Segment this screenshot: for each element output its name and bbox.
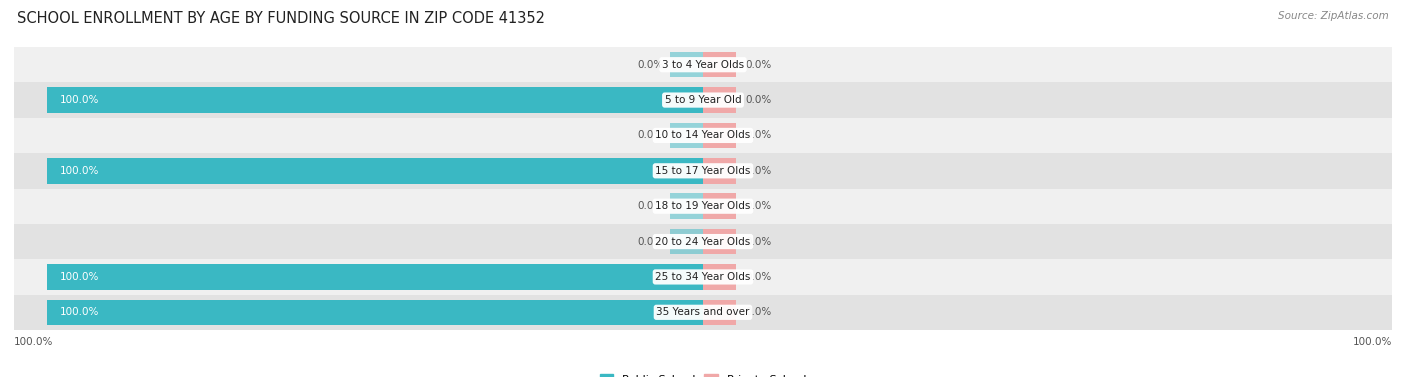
- Text: 0.0%: 0.0%: [637, 130, 664, 141]
- Text: SCHOOL ENROLLMENT BY AGE BY FUNDING SOURCE IN ZIP CODE 41352: SCHOOL ENROLLMENT BY AGE BY FUNDING SOUR…: [17, 11, 546, 26]
- Text: Source: ZipAtlas.com: Source: ZipAtlas.com: [1278, 11, 1389, 21]
- Bar: [703, 300, 735, 325]
- Bar: [703, 52, 735, 77]
- Text: 0.0%: 0.0%: [745, 236, 772, 247]
- Text: 0.0%: 0.0%: [745, 307, 772, 317]
- Text: 100.0%: 100.0%: [60, 307, 100, 317]
- Bar: [703, 87, 735, 113]
- Text: 100.0%: 100.0%: [60, 95, 100, 105]
- Text: 0.0%: 0.0%: [745, 166, 772, 176]
- Bar: [14, 188, 1392, 224]
- Text: 35 Years and over: 35 Years and over: [657, 307, 749, 317]
- Bar: [703, 158, 735, 184]
- Text: 100.0%: 100.0%: [60, 166, 100, 176]
- Text: 100.0%: 100.0%: [60, 272, 100, 282]
- Text: 10 to 14 Year Olds: 10 to 14 Year Olds: [655, 130, 751, 141]
- Bar: [671, 229, 703, 254]
- Bar: [14, 294, 1392, 330]
- Text: 0.0%: 0.0%: [637, 60, 664, 70]
- Bar: [46, 158, 703, 184]
- Bar: [14, 118, 1392, 153]
- Text: 18 to 19 Year Olds: 18 to 19 Year Olds: [655, 201, 751, 211]
- Text: 3 to 4 Year Olds: 3 to 4 Year Olds: [662, 60, 744, 70]
- Text: 15 to 17 Year Olds: 15 to 17 Year Olds: [655, 166, 751, 176]
- Bar: [46, 300, 703, 325]
- Text: 100.0%: 100.0%: [14, 337, 53, 347]
- Bar: [703, 264, 735, 290]
- Bar: [671, 52, 703, 77]
- Text: 100.0%: 100.0%: [1353, 337, 1392, 347]
- Bar: [14, 153, 1392, 188]
- Bar: [14, 259, 1392, 294]
- Bar: [14, 47, 1392, 83]
- Text: 0.0%: 0.0%: [745, 60, 772, 70]
- Bar: [46, 87, 703, 113]
- Bar: [703, 193, 735, 219]
- Bar: [671, 123, 703, 148]
- Bar: [14, 224, 1392, 259]
- Text: 0.0%: 0.0%: [637, 201, 664, 211]
- Text: 20 to 24 Year Olds: 20 to 24 Year Olds: [655, 236, 751, 247]
- Text: 0.0%: 0.0%: [745, 201, 772, 211]
- Text: 0.0%: 0.0%: [745, 272, 772, 282]
- Bar: [14, 83, 1392, 118]
- Bar: [703, 229, 735, 254]
- Bar: [671, 193, 703, 219]
- Text: 0.0%: 0.0%: [745, 95, 772, 105]
- Text: 25 to 34 Year Olds: 25 to 34 Year Olds: [655, 272, 751, 282]
- Text: 0.0%: 0.0%: [745, 130, 772, 141]
- Text: 0.0%: 0.0%: [637, 236, 664, 247]
- Bar: [46, 264, 703, 290]
- Text: 5 to 9 Year Old: 5 to 9 Year Old: [665, 95, 741, 105]
- Bar: [703, 123, 735, 148]
- Legend: Public School, Private School: Public School, Private School: [595, 370, 811, 377]
